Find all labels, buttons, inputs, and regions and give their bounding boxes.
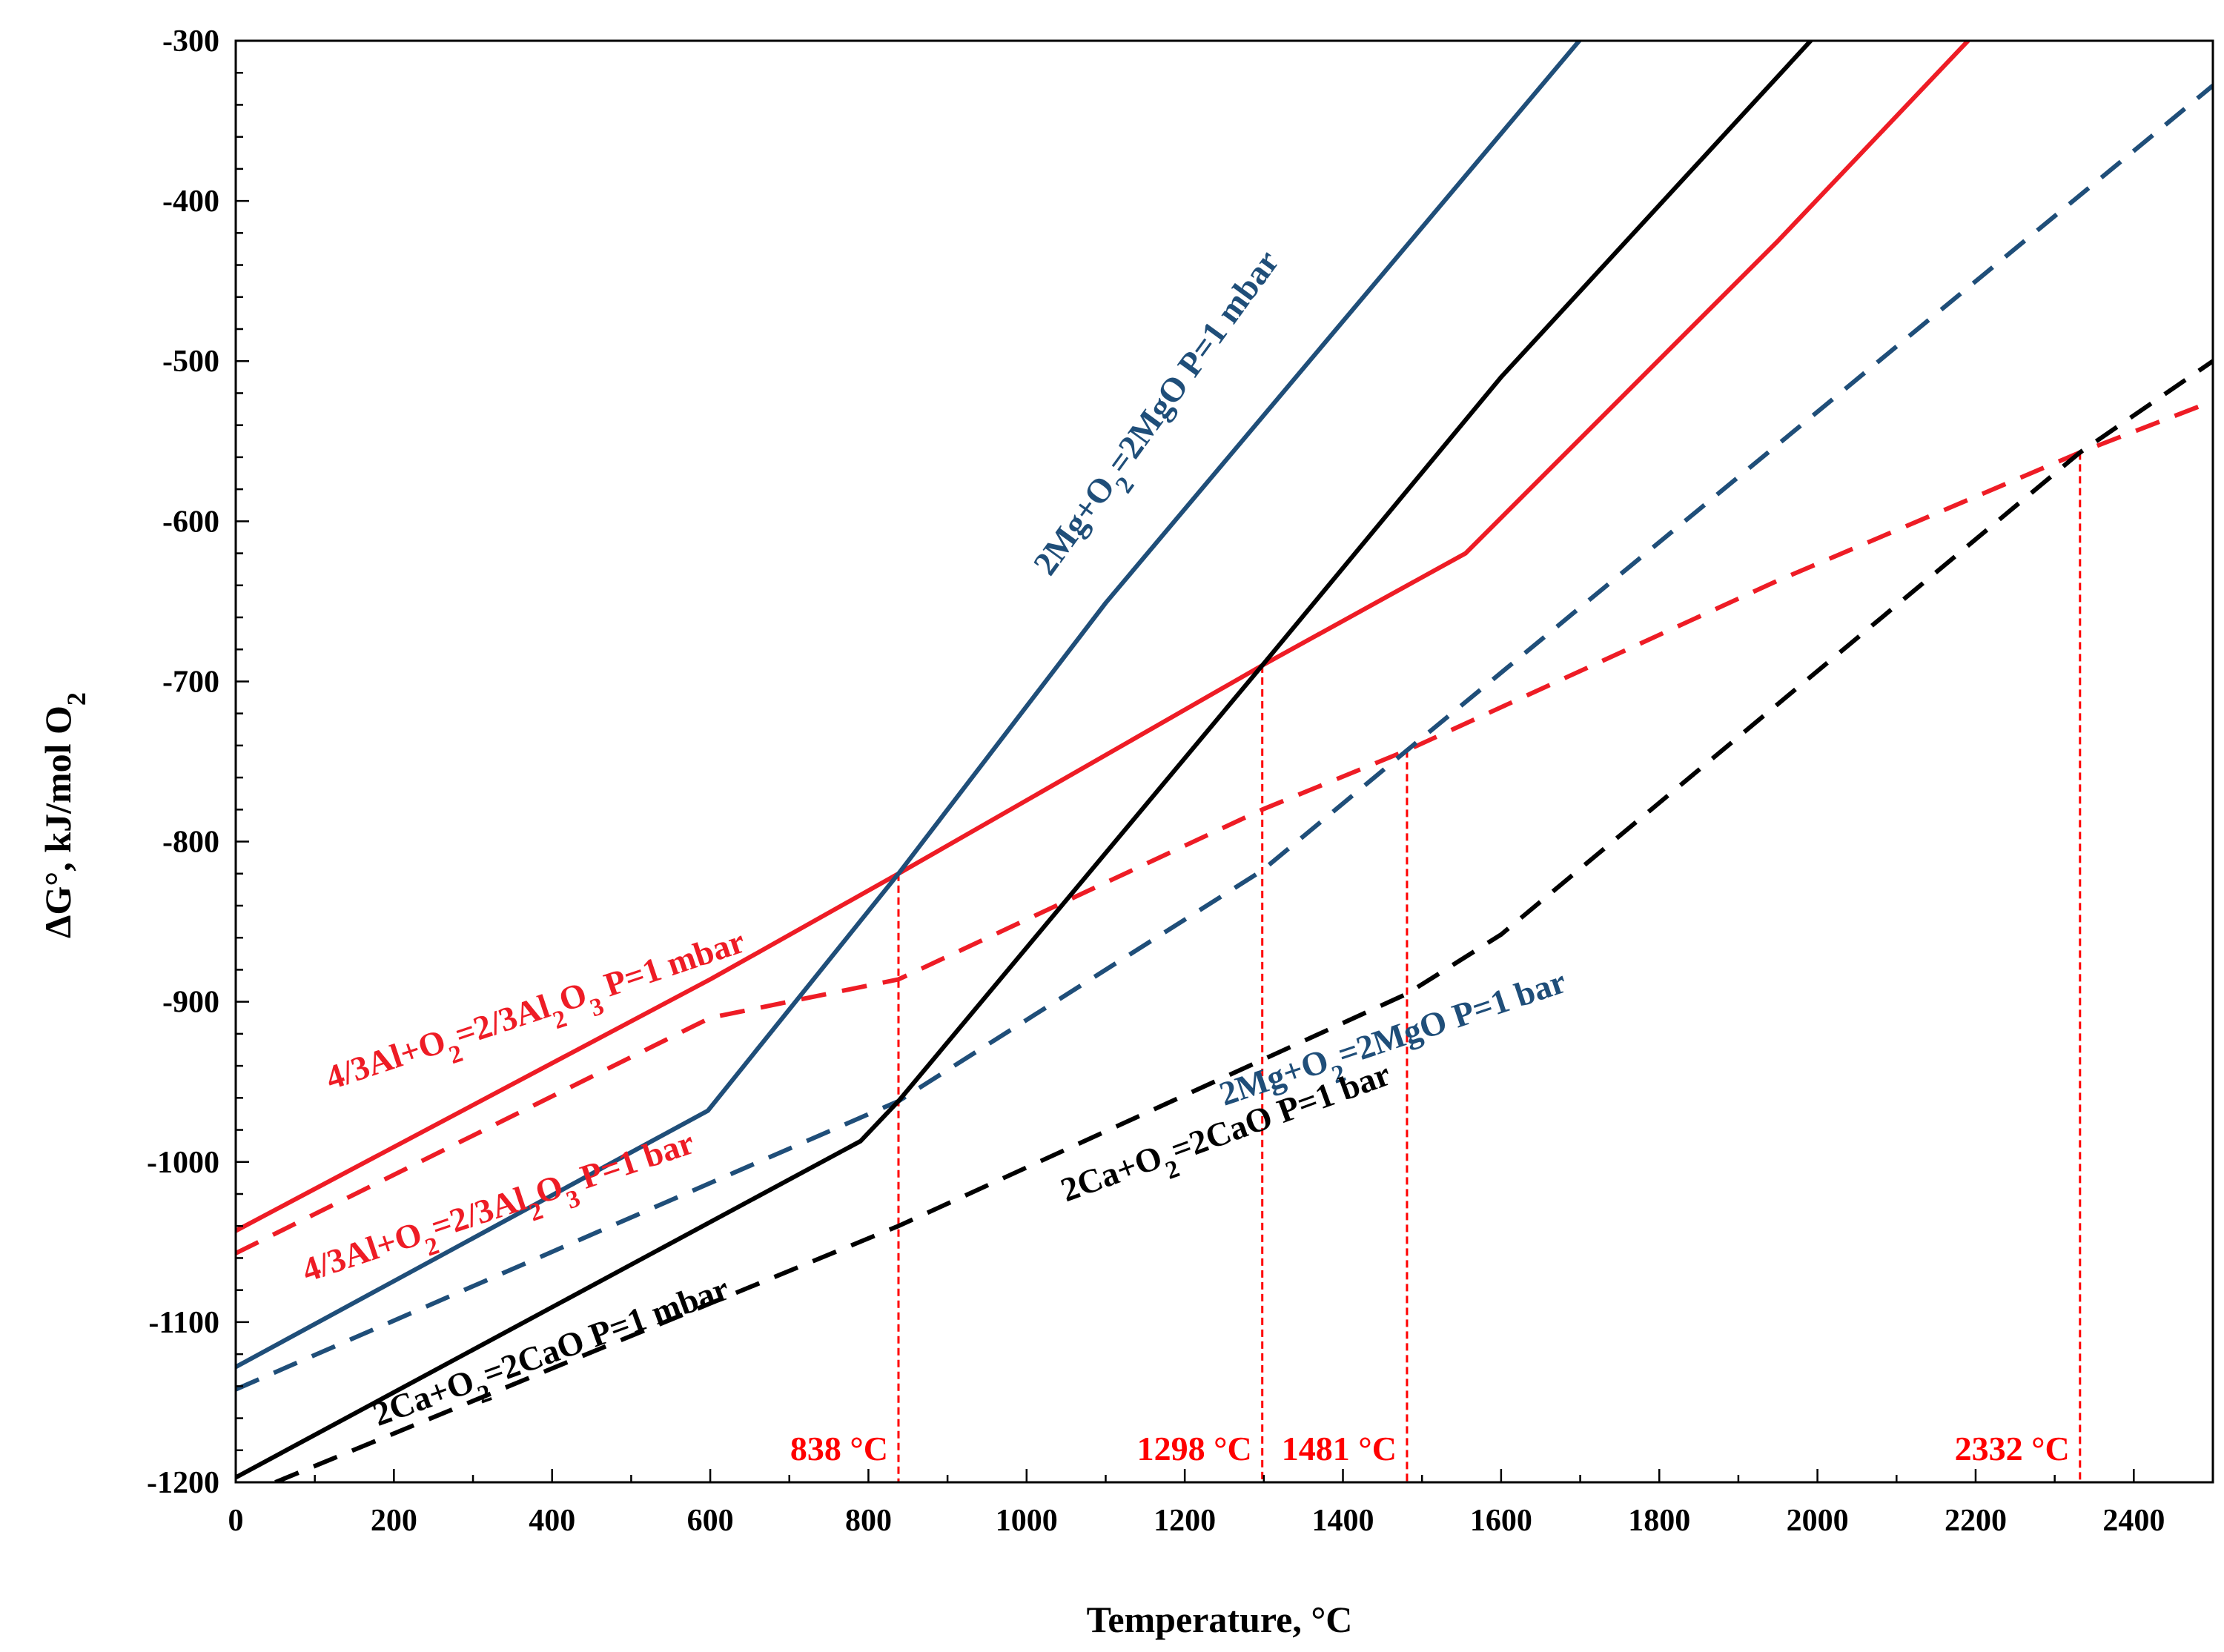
- x-tick-label: 2200: [1945, 1504, 2007, 1538]
- x-tick-label: 0: [228, 1504, 244, 1538]
- series-label-text: 4/3Al+O: [321, 1022, 450, 1097]
- series-label-text: P=1 bar: [568, 1123, 699, 1198]
- y-tick-label: -1000: [147, 1146, 219, 1180]
- y-tick-label: -400: [162, 185, 219, 219]
- series-line-al_mbar: [236, 41, 1971, 1233]
- x-tick-label: 1400: [1312, 1504, 1374, 1538]
- series-label-text: =2CaO P=1 mbar: [478, 1269, 734, 1393]
- x-tick-label: 800: [845, 1504, 892, 1538]
- y-tick-label: -500: [162, 345, 219, 379]
- y-axis-title-sub: 2: [62, 692, 91, 706]
- intersection-guides: 838 °C 1298 °C 1481 °C 2332 °C: [790, 452, 2082, 1482]
- series-label-text: =2MgO P=1 mbar: [1099, 243, 1286, 480]
- y-axis-title-main: ΔG°, kJ/mol O: [37, 706, 79, 938]
- x-tick-label: 600: [687, 1504, 734, 1538]
- x-tick-label: 2000: [1787, 1504, 1849, 1538]
- x-tick-label: 200: [371, 1504, 417, 1538]
- x-tick-label: 1200: [1154, 1504, 1216, 1538]
- series-line-mg_bar: [236, 84, 2213, 1392]
- intersection-temp-label: 2332 °C: [1955, 1430, 2070, 1467]
- series-label-al_mbar: 4/3Al+O2=2/3Al2O3 P=1 mbar: [321, 922, 753, 1109]
- series-label-ca_mbar: 2Ca+O2=2CaO P=1 mbar: [368, 1269, 738, 1444]
- y-tick-label: -1200: [147, 1466, 219, 1500]
- series-labels: 4/3Al+O2=2/3Al2O3 P=1 mbar4/3Al+O2=2/3Al…: [297, 243, 1571, 1444]
- y-tick-label: -700: [162, 665, 219, 699]
- series-label-text: 4/3Al+O: [297, 1214, 426, 1289]
- x-tick-label: 1800: [1628, 1504, 1690, 1538]
- y-tick-label: -600: [162, 505, 219, 539]
- series-label-text: =2/3Al: [450, 987, 554, 1054]
- x-tick-label: 1000: [996, 1504, 1058, 1538]
- series-line-al_bar: [236, 399, 2213, 1255]
- series-label-text: 2Ca+O: [1056, 1138, 1167, 1209]
- series-line-mg_mbar: [236, 41, 1583, 1370]
- series-label-text: 2Ca+O: [368, 1362, 479, 1433]
- series-line-ca_bar: [274, 359, 2213, 1482]
- intersection-temp-label: 1481 °C: [1282, 1430, 1397, 1467]
- intersection-temp-label: 838 °C: [790, 1430, 888, 1467]
- y-tick-label: -1100: [148, 1306, 219, 1340]
- x-axis-title: Temperature, °C: [1087, 1599, 1353, 1640]
- series-line-ca_mbar: [236, 41, 1814, 1480]
- y-tick-label: -300: [162, 24, 219, 59]
- y-tick-label: -900: [162, 986, 219, 1020]
- x-tick-label: 2400: [2102, 1504, 2165, 1538]
- y-axis-title: ΔG°, kJ/mol O2: [37, 692, 91, 938]
- series-label-text: =2MgO P=1 bar: [1333, 962, 1570, 1073]
- axes: -300 -400 -500 -600 -700 -800 -900 -1000 -1100 -1…: [147, 24, 2214, 1538]
- intersection-temp-label: 1298 °C: [1137, 1430, 1252, 1467]
- series-label-text: P=1 mbar: [592, 922, 749, 1006]
- series-label-text: 2Mg+O: [1026, 468, 1122, 581]
- x-tick-label: 400: [529, 1504, 575, 1538]
- y-tick-label: -800: [162, 826, 219, 860]
- x-tick-label: 1600: [1470, 1504, 1532, 1538]
- series-label-al_bar: 4/3Al+O2=2/3Al2O3 P=1 bar: [297, 1123, 703, 1301]
- plot-frame: [234, 39, 2214, 1484]
- series-lines: [236, 41, 2213, 1482]
